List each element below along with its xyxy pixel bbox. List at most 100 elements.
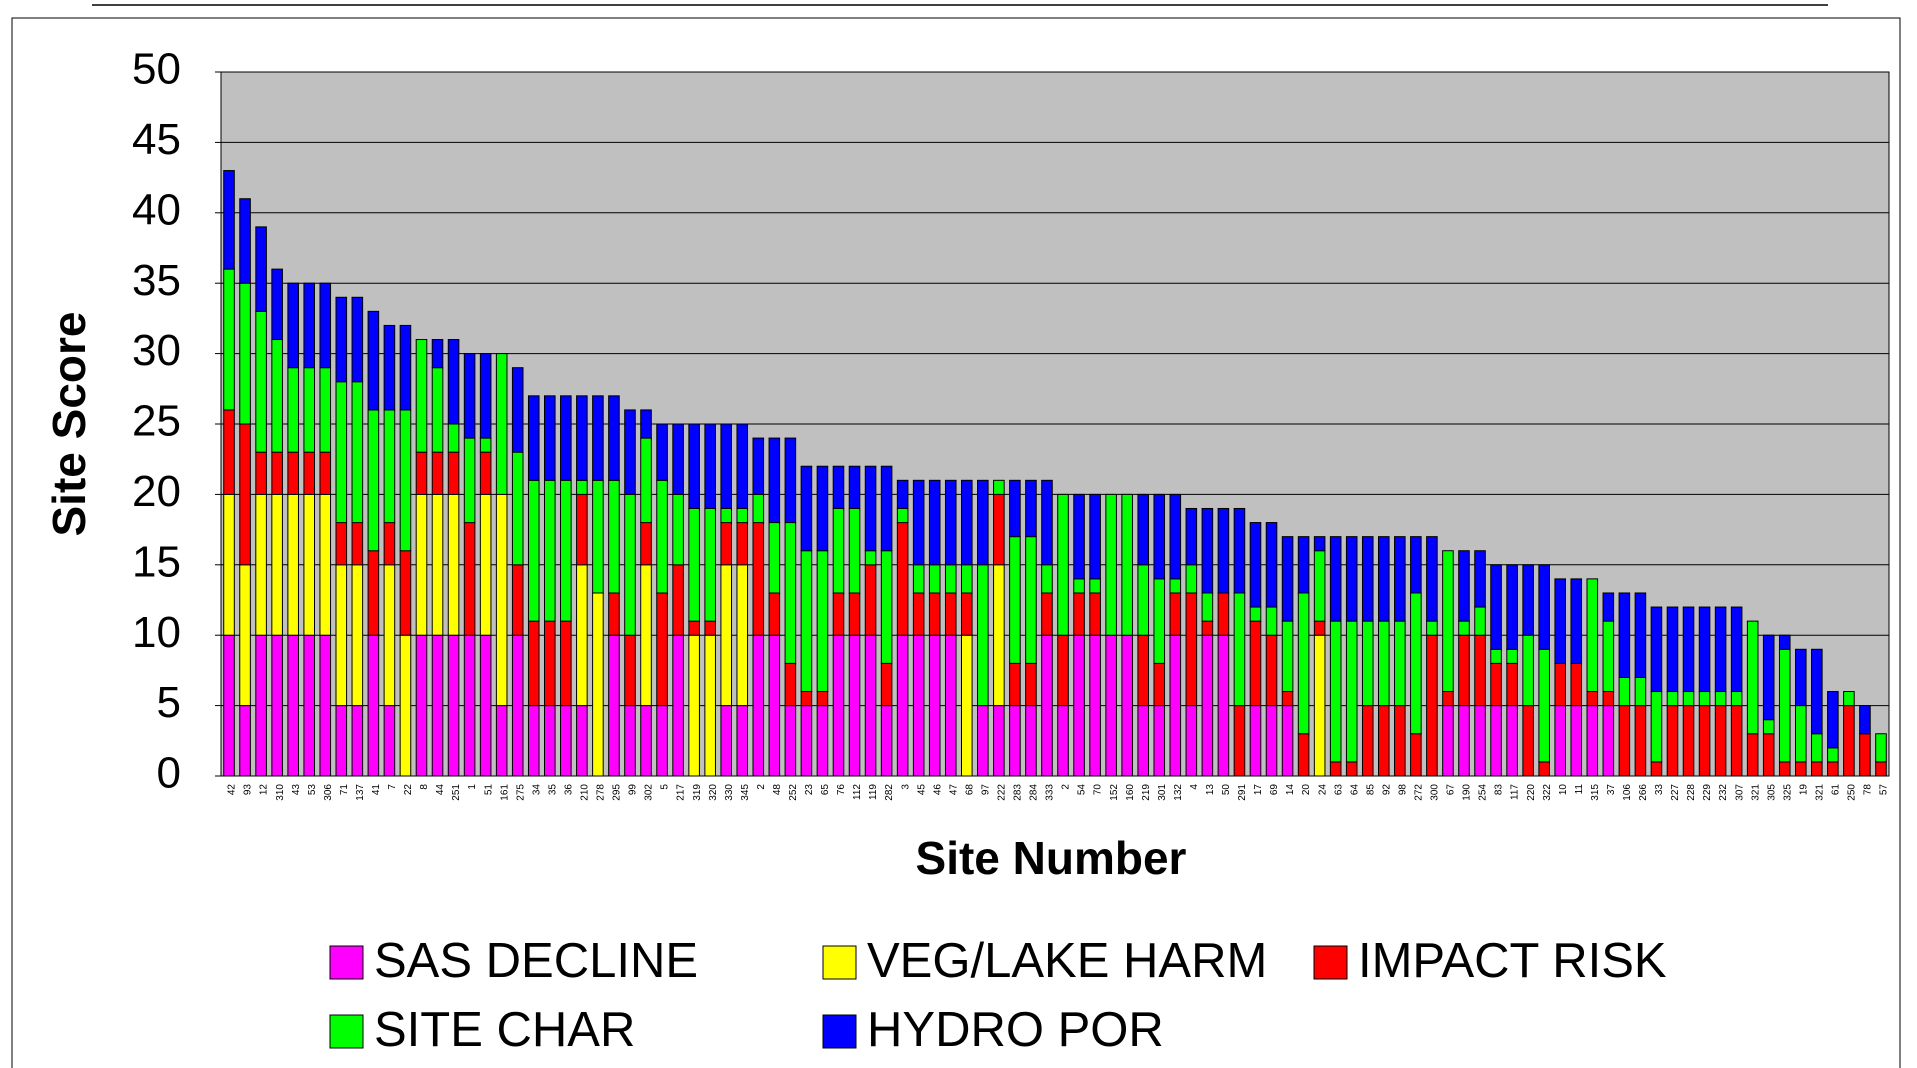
x-tick-label: 93 xyxy=(243,784,254,796)
x-tick-label: 325 xyxy=(1782,784,1793,801)
bar-segment xyxy=(1394,705,1406,777)
bar-segment xyxy=(1297,536,1310,594)
x-tick-label: 301 xyxy=(1157,784,1168,801)
bar-segment xyxy=(1602,705,1615,777)
bar-segment xyxy=(1025,479,1037,538)
bar-segment xyxy=(576,493,588,566)
bar-segment xyxy=(1185,705,1198,777)
bar-segment xyxy=(1875,733,1887,763)
bar-segment xyxy=(1730,606,1743,693)
bar-segment xyxy=(1217,592,1230,636)
bar-segment xyxy=(1827,691,1839,749)
bar-segment xyxy=(1778,634,1791,650)
bar-segment xyxy=(479,634,492,777)
x-tick-label: 12 xyxy=(259,784,270,796)
bar-segment xyxy=(1602,691,1615,707)
bar-segment xyxy=(543,620,556,707)
x-tick-label: 330 xyxy=(724,784,735,801)
bar-segment xyxy=(335,296,348,383)
bar-segment xyxy=(576,395,588,481)
x-tick-label: 295 xyxy=(612,784,623,801)
bar-segment xyxy=(1650,761,1663,777)
bar-segment xyxy=(816,550,829,693)
x-tick-label: 10 xyxy=(1558,784,1569,796)
bar-segment xyxy=(447,451,460,495)
bar-segment xyxy=(1394,536,1406,622)
x-tick-label: 291 xyxy=(1237,784,1248,801)
bar-segment xyxy=(303,282,316,369)
bar-segment xyxy=(431,451,444,495)
bar-segment xyxy=(1345,536,1358,622)
bar-segment xyxy=(880,705,893,777)
bar-segment xyxy=(415,634,428,777)
y-tick-label: 25 xyxy=(132,397,181,446)
x-tick-label: 35 xyxy=(547,784,558,796)
bar-segment xyxy=(335,705,348,777)
x-tick-label: 64 xyxy=(1349,784,1360,796)
bar-segment xyxy=(367,310,380,411)
bar-segment xyxy=(415,339,428,453)
bar-segment xyxy=(479,493,492,636)
bar-segment xyxy=(912,634,925,777)
bar-segment xyxy=(367,550,380,636)
bar-segment xyxy=(1794,761,1807,777)
legend-label: IMPACT RISK xyxy=(1358,934,1667,988)
bar-segment xyxy=(303,493,316,636)
bar-segment xyxy=(576,705,588,777)
bar-segment xyxy=(1859,705,1871,735)
bar-segment xyxy=(1522,634,1534,707)
x-tick-label: 45 xyxy=(916,784,927,796)
bar-segment xyxy=(1875,761,1887,777)
x-tick-label: 112 xyxy=(852,784,863,800)
x-tick-label: 322 xyxy=(1542,784,1553,801)
bar-segment xyxy=(608,395,620,481)
x-tick-label: 19 xyxy=(1798,784,1809,796)
bar-segment xyxy=(431,367,444,453)
x-tick-label: 1 xyxy=(467,784,478,790)
legend-swatch xyxy=(329,1014,364,1049)
bar-segment xyxy=(704,507,716,622)
y-tick-label: 50 xyxy=(132,45,181,94)
bar-segment xyxy=(1281,705,1294,777)
bar-segment xyxy=(736,564,749,707)
bar-segment xyxy=(1345,620,1358,763)
bar-segment xyxy=(1794,648,1807,707)
x-tick-label: 284 xyxy=(1029,784,1040,801)
x-tick-label: 50 xyxy=(1221,784,1232,796)
bar-segment xyxy=(1329,620,1342,763)
bar-segment xyxy=(1762,719,1775,735)
bar-segment xyxy=(736,507,749,524)
bar-segment xyxy=(1057,493,1069,636)
bar-segment xyxy=(1361,620,1374,707)
bar-segment xyxy=(527,705,540,777)
bar-segment xyxy=(768,522,781,594)
bar-segment xyxy=(1698,705,1711,777)
bar-segment xyxy=(431,493,444,636)
x-tick-label: 300 xyxy=(1430,784,1441,801)
bar-segment xyxy=(1137,564,1150,636)
bar-segment xyxy=(1121,493,1133,636)
x-tick-label: 228 xyxy=(1686,784,1697,801)
x-tick-label: 275 xyxy=(515,784,526,801)
x-tick-label: 315 xyxy=(1590,784,1601,801)
bar-segment xyxy=(1538,761,1550,777)
bar-segment xyxy=(688,620,700,636)
bar-segment xyxy=(1201,592,1214,622)
bar-segment xyxy=(864,634,877,777)
bar-segment xyxy=(1586,705,1599,777)
bar-segment xyxy=(383,409,396,524)
bar-segment xyxy=(319,634,332,777)
y-tick-label: 30 xyxy=(132,326,181,375)
bar-segment xyxy=(1811,648,1823,735)
x-tick-label: 47 xyxy=(948,784,959,796)
bar-segment xyxy=(816,465,829,552)
bar-segment xyxy=(1265,705,1278,777)
x-tick-label: 42 xyxy=(227,784,238,796)
y-axis-title: Site Score xyxy=(43,312,95,537)
bar-segment xyxy=(1762,733,1775,777)
bar-segment xyxy=(993,705,1005,777)
x-tick-label: 3 xyxy=(900,784,911,790)
bar-segment xyxy=(1394,620,1406,707)
x-tick-label: 278 xyxy=(596,784,607,801)
bar-segment xyxy=(960,592,973,636)
